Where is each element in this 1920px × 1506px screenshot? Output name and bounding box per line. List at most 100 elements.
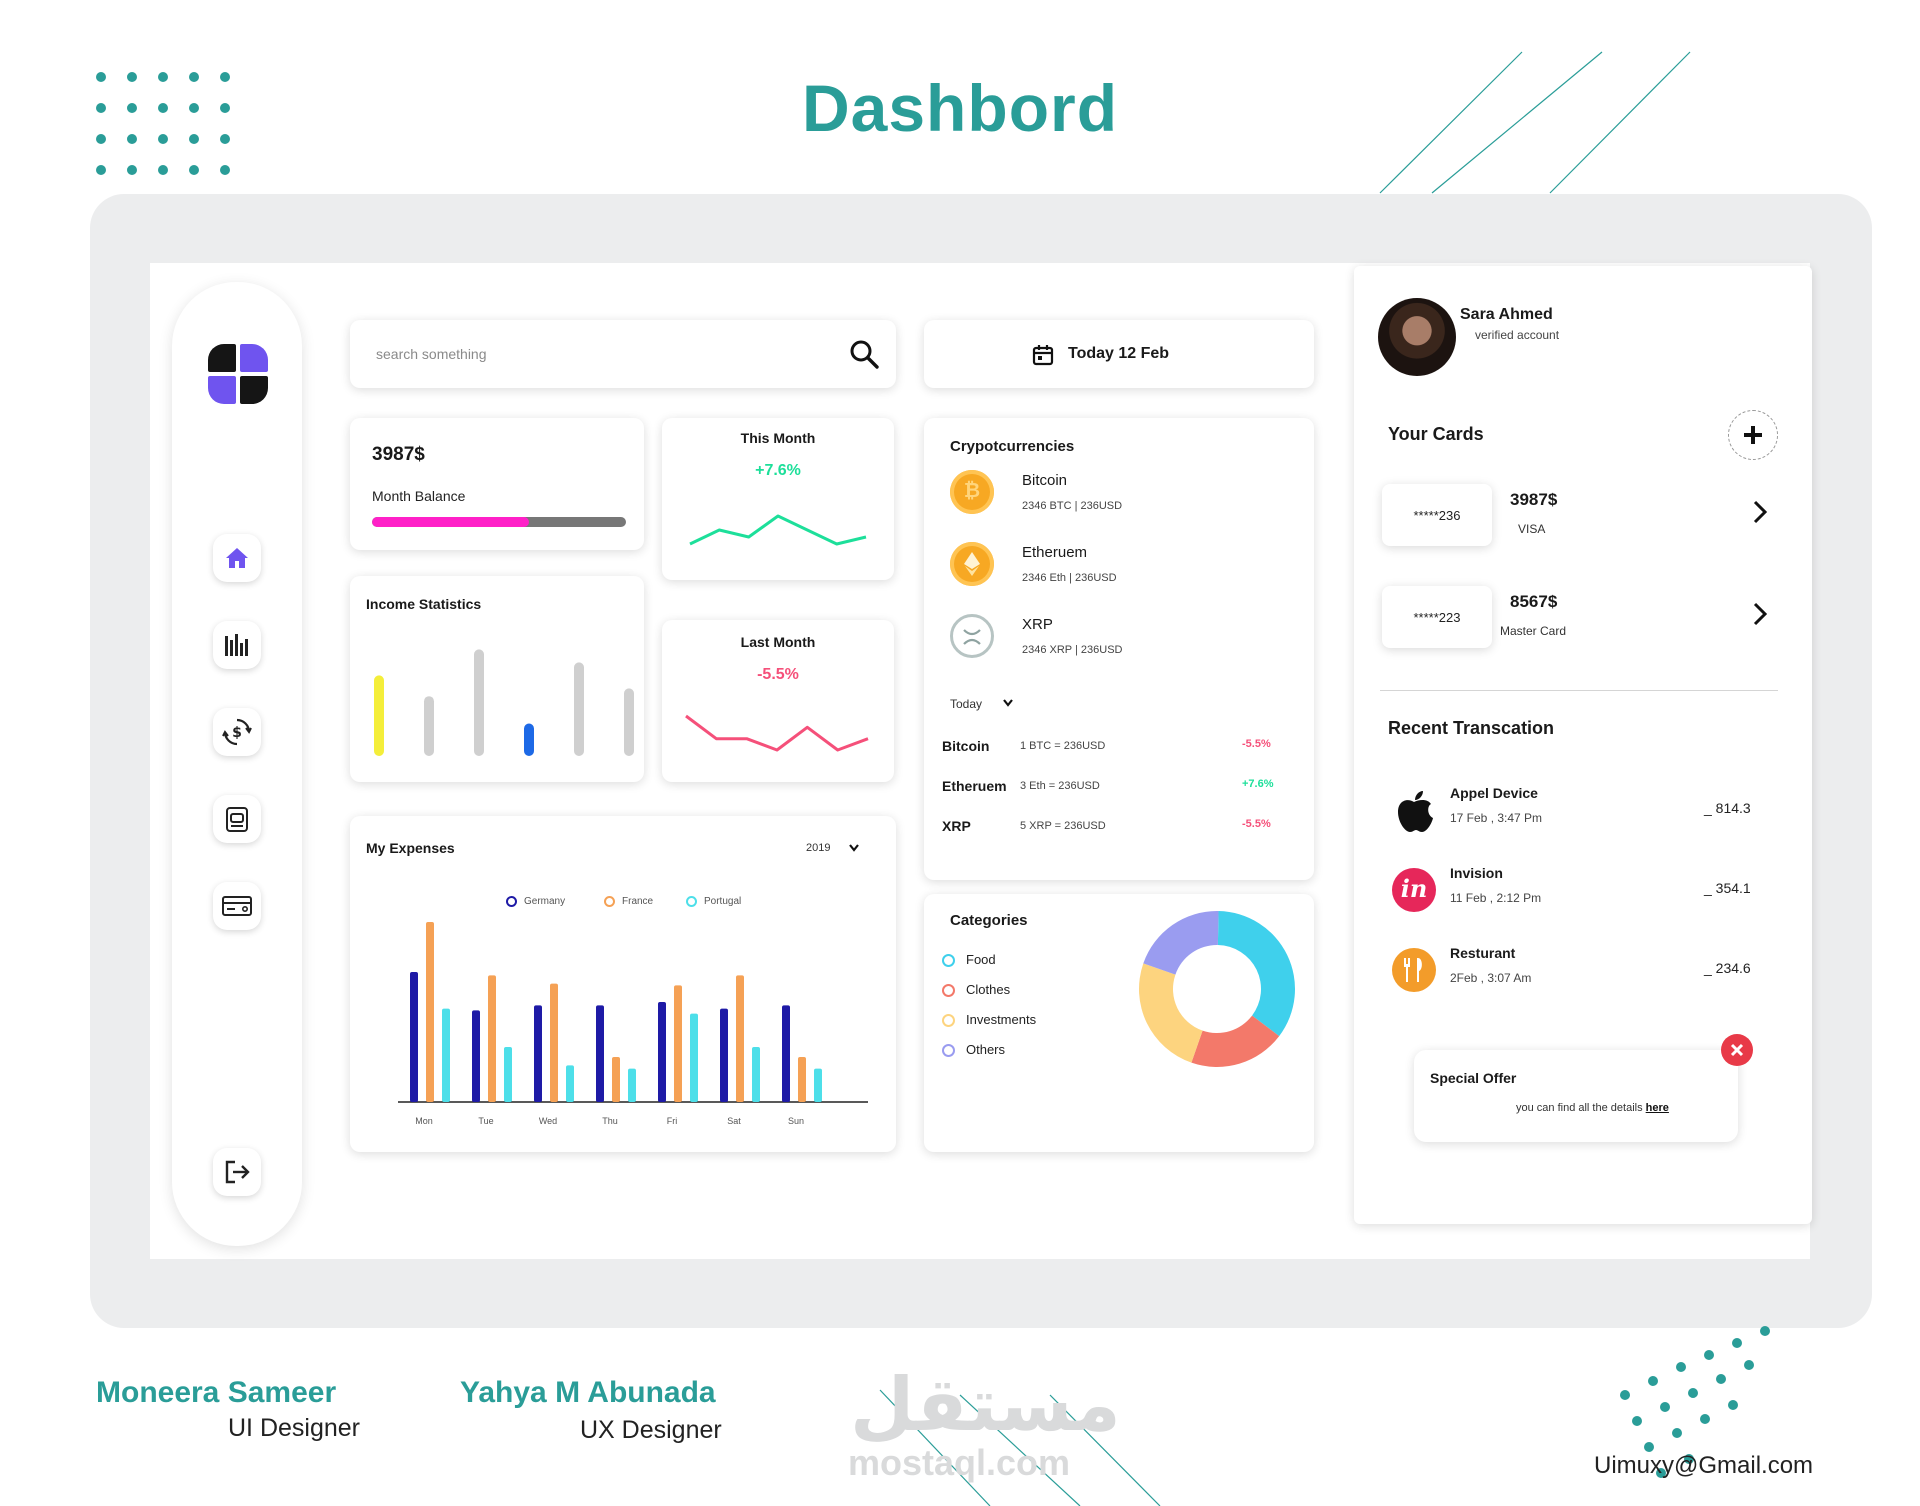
search-bar[interactable]: search something <box>350 320 896 388</box>
income-statistics-card: Income Statistics <box>350 576 644 782</box>
crypto-name: Etheruem <box>1022 544 1088 561</box>
year-select[interactable]: 2019 <box>790 832 874 866</box>
search-icon[interactable] <box>848 338 880 370</box>
expense-bar <box>752 1047 760 1102</box>
income-bar-chart <box>374 649 634 756</box>
x-tick-label: Sun <box>788 1116 804 1126</box>
crypto-detail: 2346 BTC | 236USD <box>1022 500 1123 512</box>
expense-bar <box>628 1068 636 1102</box>
x-tick-label: Thu <box>602 1116 618 1126</box>
category-label[interactable]: Others <box>966 1042 1006 1057</box>
year-select-value: 2019 <box>806 842 831 854</box>
home-icon <box>226 548 248 568</box>
legend-label: Portugal <box>704 896 742 907</box>
expenses-bar-chart: Mon Tue Wed Thu Fri Sat Sun <box>398 922 868 1126</box>
app-logo <box>208 344 268 404</box>
watermark-arabic: مستقل <box>850 1362 1121 1448</box>
my-expenses-card: My Expenses 2019 Germany France Portugal M… <box>350 816 896 1152</box>
last-month-sparkline <box>685 714 869 752</box>
crypto-name: Bitcoin <box>1022 472 1068 489</box>
x-tick-label: Tue <box>478 1116 493 1126</box>
currency-exchange-icon: $ <box>222 718 252 746</box>
plus-icon <box>1744 426 1762 444</box>
special-offer-link[interactable]: here <box>1645 1102 1669 1114</box>
close-offer-button[interactable] <box>1721 1034 1753 1066</box>
credit-card-icon <box>222 896 252 916</box>
nav-cards-button[interactable] <box>213 882 261 930</box>
profile-status: verified account <box>1475 328 1560 342</box>
calendar-icon <box>1032 345 1054 366</box>
card-thumbnail[interactable]: *****223 <box>1382 586 1492 648</box>
rate-value: 1 BTC = 236USD <box>1020 740 1106 752</box>
add-card-button[interactable] <box>1728 410 1778 460</box>
watermark-latin: mostaql.com <box>848 1442 1071 1483</box>
expense-bar <box>658 1002 666 1102</box>
rate-name: Bitcoin <box>942 738 990 754</box>
chevron-right-icon[interactable] <box>1752 602 1768 626</box>
expense-bar <box>488 975 496 1102</box>
chevron-right-icon[interactable] <box>1752 500 1768 524</box>
expense-bar <box>566 1065 574 1102</box>
category-marker <box>942 1014 955 1027</box>
expense-bar <box>442 1008 450 1102</box>
income-bar <box>574 662 584 756</box>
chevron-down-icon <box>849 844 859 852</box>
apple-icon <box>1398 791 1433 832</box>
crypto-filter-select[interactable]: Today <box>938 688 1028 718</box>
transaction-name: Invision <box>1450 865 1503 881</box>
category-label[interactable]: Clothes <box>966 982 1011 997</box>
transaction-amount: _ 354.1 <box>1704 880 1751 896</box>
rate-value: 5 XRP = 236USD <box>1020 820 1106 832</box>
categories-title: Categories <box>950 912 1028 929</box>
designer-name: Yahya M Abunada <box>460 1376 716 1409</box>
expense-bar <box>798 1057 806 1102</box>
date-label: Today 12 Feb <box>1068 345 1170 362</box>
this-month-title: This Month <box>740 430 816 446</box>
last-month-change: -5.5% <box>757 666 799 683</box>
ethereum-icon <box>950 542 994 586</box>
expense-bar <box>690 1013 698 1102</box>
logout-button[interactable] <box>213 1148 261 1196</box>
category-label[interactable]: Investments <box>966 1012 1037 1027</box>
x-tick-label: Fri <box>667 1116 678 1126</box>
category-label[interactable]: Food <box>966 952 996 967</box>
nav-statistics-button[interactable] <box>213 621 261 669</box>
x-tick-label: Wed <box>539 1116 557 1126</box>
category-marker <box>942 954 955 967</box>
date-card[interactable]: Today 12 Feb <box>924 320 1314 388</box>
transaction-name: Resturant <box>1450 945 1516 961</box>
crypto-detail: 2346 XRP | 236USD <box>1022 644 1123 656</box>
rate-value: 3 Eth = 236USD <box>1020 780 1100 792</box>
crypto-detail: 2346 Eth | 236USD <box>1022 572 1117 584</box>
balance-progress-track <box>372 517 626 527</box>
nav-exchange-button[interactable]: $ <box>213 708 261 756</box>
month-balance-card: 3987$ Month Balance <box>350 418 644 550</box>
this-month-sparkline <box>689 514 867 546</box>
nav-wallet-button[interactable] <box>213 795 261 843</box>
rate-change: +7.6% <box>1242 778 1274 790</box>
card-thumbnail[interactable]: *****236 <box>1382 484 1492 546</box>
sparkline-path <box>689 514 867 546</box>
recent-transactions-title: Recent Transcation <box>1388 718 1555 738</box>
card-amount: 8567$ <box>1510 592 1558 611</box>
legend-marker <box>506 896 517 907</box>
nav-home-button[interactable] <box>213 534 261 582</box>
rate-change: -5.5% <box>1242 738 1271 750</box>
expense-bar <box>720 1008 728 1102</box>
avatar[interactable] <box>1378 298 1456 376</box>
last-month-card: Last Month -5.5% <box>662 620 894 782</box>
income-bar <box>474 649 484 756</box>
logout-icon <box>225 1160 250 1184</box>
legend-marker <box>604 896 615 907</box>
this-month-card: This Month +7.6% <box>662 418 894 580</box>
cryptocurrencies-card: Crypotcurrencies ₿ Bitcoin 2346 BTC | 23… <box>924 418 1314 880</box>
transaction-date: 11 Feb , 2:12 Pm <box>1450 891 1542 905</box>
card-type: VISA <box>1518 522 1546 536</box>
income-bar <box>424 696 434 756</box>
income-bar <box>624 688 634 756</box>
donut-slice <box>1139 963 1203 1063</box>
search-input[interactable]: search something <box>376 346 487 362</box>
categories-donut-chart <box>1139 911 1295 1067</box>
special-offer-title: Special Offer <box>1430 1070 1517 1086</box>
expense-bar <box>596 1005 604 1102</box>
